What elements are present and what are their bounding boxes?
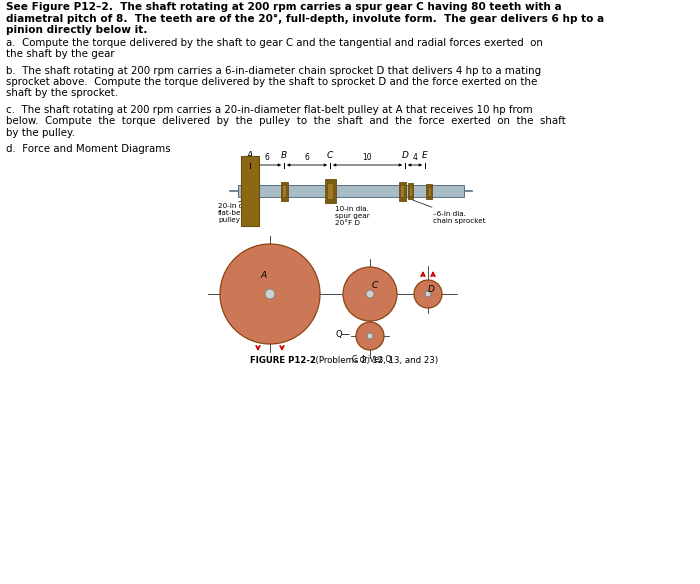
Text: D: D (402, 151, 408, 160)
Circle shape (425, 291, 431, 297)
Text: by the pulley.: by the pulley. (6, 128, 75, 138)
Circle shape (366, 290, 374, 298)
Text: 6: 6 (265, 154, 270, 162)
Text: A: A (261, 272, 267, 280)
Text: the shaft by the gear: the shaft by the gear (6, 49, 115, 59)
Bar (282, 185, 286, 197)
Bar (241, 156, 259, 226)
Circle shape (414, 280, 442, 308)
Text: pinion directly below it.: pinion directly below it. (6, 25, 148, 35)
Bar (281, 182, 288, 200)
Text: sprocket above.  Compute the torque delivered by the shaft to sprocket D and the: sprocket above. Compute the torque deliv… (6, 77, 538, 87)
Text: 6: 6 (304, 154, 309, 162)
Text: –6-in dia.
chain sprocket: –6-in dia. chain sprocket (412, 200, 486, 224)
Bar (327, 183, 333, 199)
Circle shape (343, 267, 397, 321)
Circle shape (367, 333, 373, 339)
Text: shaft by the sprocket.: shaft by the sprocket. (6, 89, 118, 99)
Text: 10: 10 (363, 154, 372, 162)
Text: (Problems 2, 12, 13, and 23): (Problems 2, 12, 13, and 23) (310, 356, 438, 365)
Bar (426, 183, 432, 199)
Text: E: E (422, 151, 428, 160)
Text: Q—: Q— (335, 331, 350, 339)
Text: diametral pitch of 8.  The teeth are of the 20°, full-depth, involute form.  The: diametral pitch of 8. The teeth are of t… (6, 13, 604, 23)
Text: 10-in dia.
spur gear
20°F D: 10-in dia. spur gear 20°F D (333, 201, 370, 226)
Text: c.  The shaft rotating at 200 rpm carries a 20-in-diameter flat-belt pulley at A: c. The shaft rotating at 200 rpm carries… (6, 105, 533, 115)
Bar (238, 185, 464, 197)
Bar (325, 179, 335, 203)
Bar (428, 186, 430, 196)
Text: a.  Compute the torque delivered by the shaft to gear C and the tangential and r: a. Compute the torque delivered by the s… (6, 37, 543, 47)
Text: A: A (247, 151, 253, 160)
Text: below.  Compute  the  torque  delivered  by  the  pulley  to  the  shaft  and  t: below. Compute the torque delivered by t… (6, 116, 566, 127)
Text: d.  Force and Moment Diagrams: d. Force and Moment Diagrams (6, 144, 171, 155)
Bar (407, 183, 412, 199)
Bar (400, 185, 404, 197)
Bar (398, 182, 405, 200)
Text: b.  The shaft rotating at 200 rpm carries a 6-in-diameter chain sprocket D that : b. The shaft rotating at 200 rpm carries… (6, 65, 541, 75)
Text: D: D (428, 286, 435, 294)
Text: 20-in dia.
flat-belt
pulley: 20-in dia. flat-belt pulley (218, 203, 252, 223)
Text: C drives Q: C drives Q (352, 355, 392, 364)
Circle shape (265, 289, 275, 299)
Text: 4: 4 (412, 154, 417, 162)
Text: C: C (327, 151, 333, 160)
Bar (409, 186, 412, 196)
Text: B: B (281, 151, 287, 160)
Text: See Figure P12–2.  The shaft rotating at 200 rpm carries a spur gear C having 80: See Figure P12–2. The shaft rotating at … (6, 2, 561, 12)
Circle shape (220, 244, 320, 344)
Text: C: C (372, 281, 378, 290)
Text: FIGURE P12-2: FIGURE P12-2 (250, 356, 316, 365)
Circle shape (356, 322, 384, 350)
